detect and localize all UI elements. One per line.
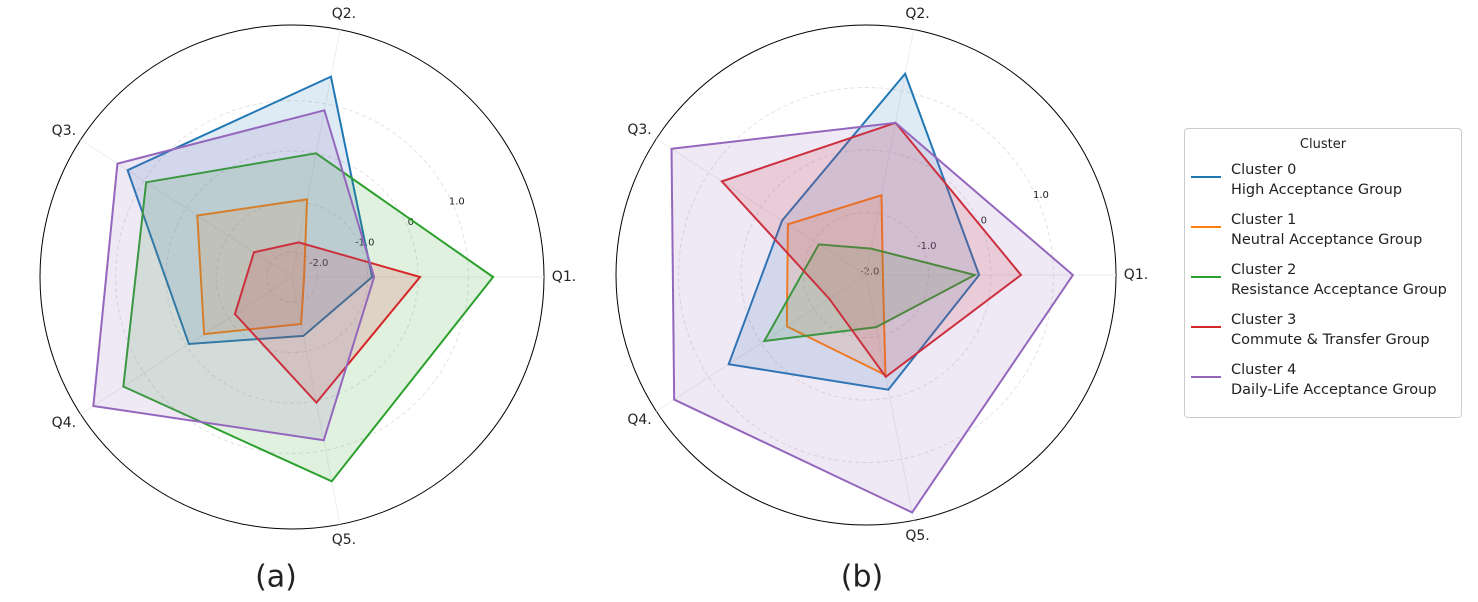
spoke: [80, 139, 293, 278]
axis-label: Q5.: [905, 528, 929, 544]
radar-area: [727, 71, 981, 391]
legend-label: Cluster 3 Commute & Transfer Group: [1231, 312, 1430, 348]
spoke: [865, 29, 915, 276]
legend-entry: Cluster 0 High Acceptance Group: [1191, 160, 1461, 200]
axis-label: Q4.: [627, 412, 651, 428]
radial-tick-label: -1.0: [917, 241, 937, 252]
radial-tick-label: -2.0: [309, 258, 329, 269]
spoke: [865, 274, 915, 521]
legend-swatch: [1191, 276, 1221, 278]
radar-area: [233, 241, 422, 405]
legend-entry: Cluster 3 Commute & Transfer Group: [1191, 310, 1461, 350]
legend-swatch: [1191, 376, 1221, 378]
axis-label: Q2.: [905, 6, 929, 22]
legend-label: Cluster 4 Daily-Life Acceptance Group: [1231, 362, 1437, 398]
radar-area: [196, 198, 309, 336]
legend-label: Cluster 1 Neutral Acceptance Group: [1231, 212, 1423, 248]
legend-label: Cluster 2 Resistance Acceptance Group: [1231, 262, 1447, 298]
axis-label: Q3.: [627, 122, 651, 138]
radial-tick-label: 0: [408, 217, 414, 228]
spoke: [291, 276, 341, 525]
axis-label: Q4.: [52, 415, 76, 431]
axis-label: Q1.: [1124, 267, 1148, 283]
legend-entry: Cluster 1 Neutral Acceptance Group: [1191, 210, 1461, 250]
radar-area: [720, 121, 1023, 379]
chart-title: (b): [841, 560, 883, 595]
axis-label: Q1.: [552, 269, 576, 285]
radar-area: [670, 121, 1075, 514]
legend-title: Cluster: [1299, 137, 1347, 152]
axis-label: Q3.: [52, 123, 76, 139]
axis-label: Q2.: [332, 6, 356, 22]
radial-tick-label: 0: [981, 216, 987, 227]
radar-area: [126, 75, 374, 346]
legend-swatch: [1191, 176, 1221, 178]
legend-swatch: [1191, 326, 1221, 328]
radar-area: [785, 193, 887, 377]
legend-entry: Cluster 2 Resistance Acceptance Group: [1191, 260, 1461, 300]
radar-area: [122, 152, 495, 483]
axis-label: Q5.: [332, 532, 356, 548]
radar-area: [92, 109, 376, 442]
radial-tick-label: 1.0: [1033, 190, 1049, 201]
legend-swatch: [1191, 226, 1221, 228]
legend-label: Cluster 0 High Acceptance Group: [1231, 162, 1403, 198]
spoke: [656, 274, 867, 412]
spoke: [656, 138, 867, 276]
spoke: [80, 276, 293, 415]
legend: Cluster Cluster 0 High Acceptance Group C…: [1184, 128, 1462, 418]
radial-tick-label: 1.0: [449, 197, 465, 208]
radar-area: [762, 243, 978, 343]
legend-entry: Cluster 4 Daily-Life Acceptance Group: [1191, 360, 1461, 400]
chart-title: (a): [255, 560, 297, 595]
radial-tick-label: -2.0: [860, 266, 880, 277]
